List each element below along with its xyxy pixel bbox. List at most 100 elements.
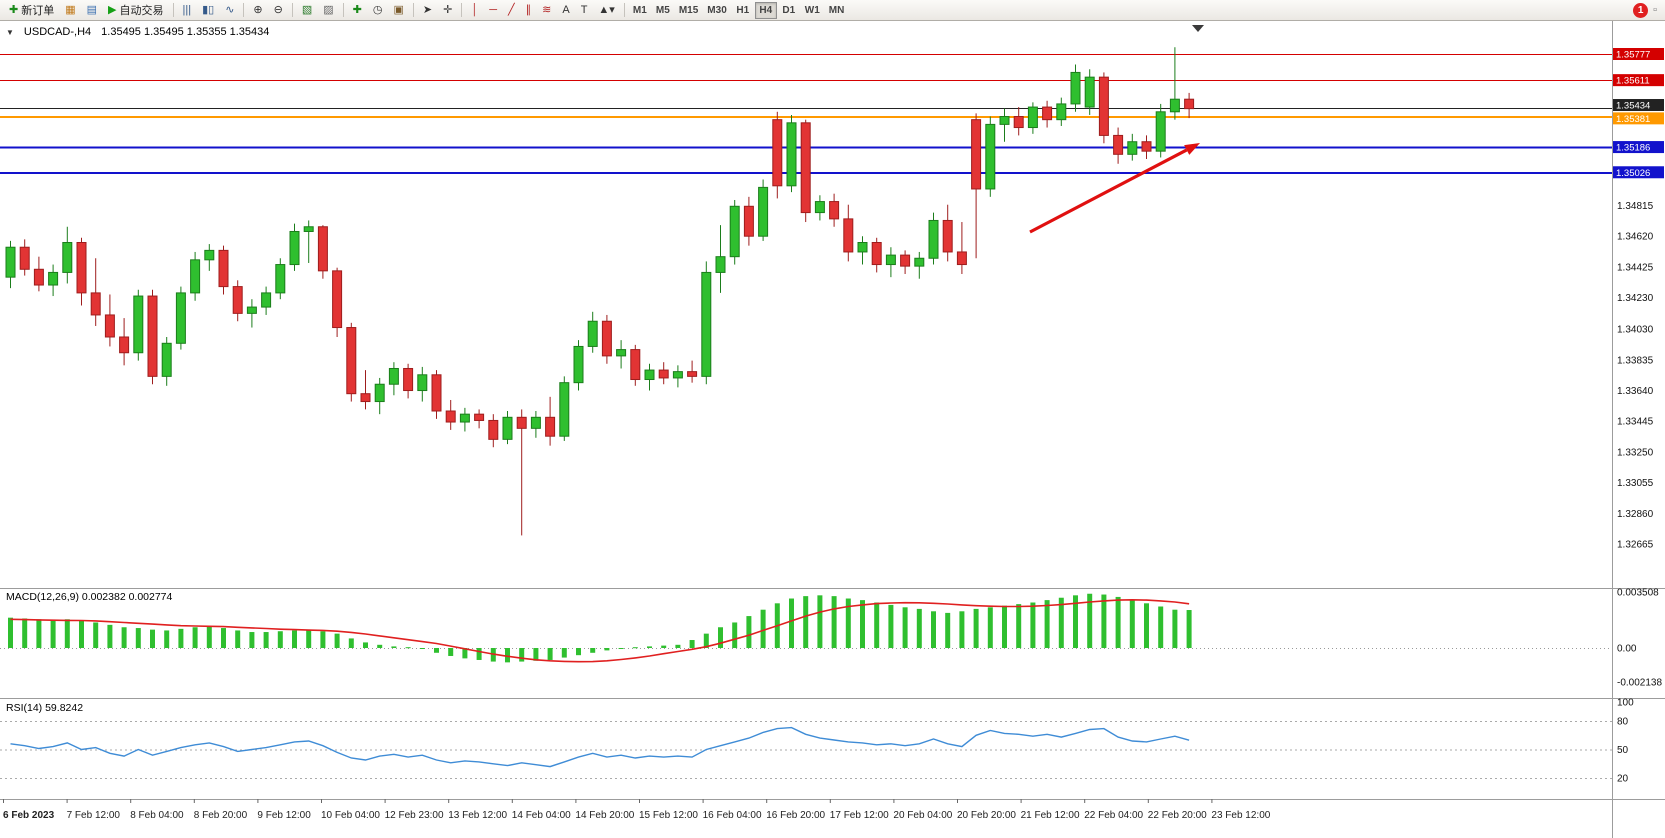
svg-text:1.34030: 1.34030: [1617, 325, 1654, 336]
trend-arrow-annotation[interactable]: [1029, 143, 1200, 234]
chart-title-bar: ▼ USDCAD-,H4 1.35495 1.35495 1.35355 1.3…: [6, 26, 269, 38]
svg-text:1.35186: 1.35186: [1616, 143, 1650, 154]
fibonacci-button[interactable]: ≋: [537, 2, 556, 19]
svg-text:17 Feb 12:00: 17 Feb 12:00: [830, 810, 889, 821]
indicators-button[interactable]: ✚: [348, 2, 367, 19]
toolbar-separator: [342, 3, 344, 17]
svg-text:1.33835: 1.33835: [1617, 355, 1654, 366]
trendline-button[interactable]: ╱: [503, 2, 520, 19]
svg-text:22 Feb 04:00: 22 Feb 04:00: [1084, 810, 1143, 821]
svg-text:50: 50: [1617, 745, 1629, 756]
svg-text:8 Feb 04:00: 8 Feb 04:00: [130, 810, 184, 821]
candlestick-series: [5, 47, 1195, 536]
chart-profiles-icon: ▨: [323, 3, 334, 16]
toolbar-separator: [412, 3, 414, 17]
notification-badge[interactable]: 1: [1633, 2, 1649, 18]
line-chart-icon: ∿: [225, 3, 235, 16]
svg-text:22 Feb 20:00: 22 Feb 20:00: [1148, 810, 1207, 821]
svg-text:1.33445: 1.33445: [1617, 417, 1654, 428]
autotrading-icon: ▶: [108, 3, 117, 16]
timeframe-mn-button[interactable]: MN: [825, 2, 849, 19]
arrows-dropdown-button[interactable]: ▲▾: [593, 2, 619, 19]
timeframe-h1-button[interactable]: H1: [732, 2, 754, 19]
timeframe-m1-button[interactable]: M1: [629, 2, 651, 19]
chart-symbol-period: USDCAD-,H4: [23, 26, 92, 38]
svg-text:0.003508: 0.003508: [1617, 588, 1659, 599]
svg-text:20 Feb 04:00: 20 Feb 04:00: [893, 810, 952, 821]
candlestick-chart-icon: ▮▯: [202, 3, 215, 16]
window-icon[interactable]: ▫: [1653, 4, 1657, 16]
svg-text:8 Feb 20:00: 8 Feb 20:00: [194, 810, 248, 821]
navigator-button[interactable]: ▤: [82, 2, 102, 19]
rsi-indicator-label: RSI(14) 59.8242: [6, 702, 84, 714]
svg-text:20: 20: [1617, 774, 1629, 785]
chart-area[interactable]: 1.34815 1.34620 1.34425 1.34230 1.34030 1.338…: [0, 21, 1665, 838]
zoom-in-button[interactable]: ⊕: [248, 2, 267, 19]
svg-text:1.35026: 1.35026: [1616, 168, 1650, 179]
autotrading-button[interactable]: ▶ 自动交易: [103, 2, 168, 19]
svg-text:1.34425: 1.34425: [1617, 262, 1654, 273]
line-chart-button[interactable]: ∿: [220, 2, 239, 19]
periods-button[interactable]: ◷: [368, 2, 388, 19]
svg-text:7 Feb 12:00: 7 Feb 12:00: [67, 810, 121, 821]
svg-text:0.00: 0.00: [1617, 644, 1637, 655]
timeframe-w1-button[interactable]: W1: [801, 2, 824, 19]
timeframe-m5-button[interactable]: M5: [652, 2, 674, 19]
fibonacci-icon: ≋: [542, 3, 552, 16]
toolbar-separator: [623, 3, 625, 17]
chart-profiles-button[interactable]: ▨: [318, 2, 338, 19]
svg-text:20 Feb 20:00: 20 Feb 20:00: [957, 810, 1016, 821]
timeframe-m15-button[interactable]: M15: [675, 2, 702, 19]
horizontal-line-button[interactable]: ─: [484, 2, 502, 19]
bar-chart-button[interactable]: |||: [178, 2, 197, 19]
new-order-button[interactable]: ✚ 新订单: [4, 2, 59, 19]
equidistant-channel-icon: ∥: [525, 3, 532, 16]
svg-text:21 Feb 12:00: 21 Feb 12:00: [1021, 810, 1080, 821]
bar-chart-icon: |||: [182, 3, 192, 16]
templates-button[interactable]: ▣: [388, 2, 408, 19]
equidistant-channel-button[interactable]: ∥: [521, 2, 537, 19]
text-label-icon: T: [580, 3, 588, 16]
toolbar-separator: [243, 3, 245, 17]
time-axis[interactable]: 6 Feb 2023 7 Feb 12:00 8 Feb 04:00 8 Feb 20…: [3, 799, 1271, 821]
svg-text:80: 80: [1617, 717, 1629, 728]
text-label-button[interactable]: T: [576, 2, 593, 19]
rsi-pane: [0, 721, 1612, 779]
svg-text:1.34620: 1.34620: [1617, 232, 1654, 243]
candlestick-chart-button[interactable]: ▮▯: [197, 2, 219, 19]
svg-text:1.34815: 1.34815: [1617, 201, 1654, 212]
market-watch-icon: ▦: [65, 3, 76, 16]
new-order-icon: ✚: [9, 3, 19, 16]
price-axis[interactable]: 1.34815 1.34620 1.34425 1.34230 1.34030 1.338…: [1613, 48, 1664, 785]
timeframe-m30-button[interactable]: M30: [703, 2, 730, 19]
trendline-icon: ╱: [508, 3, 515, 16]
timeframe-d1-button[interactable]: D1: [778, 2, 800, 19]
toolbar-separator: [291, 3, 293, 17]
svg-text:16 Feb 20:00: 16 Feb 20:00: [766, 810, 825, 821]
svg-text:1.35777: 1.35777: [1616, 50, 1650, 61]
svg-text:14 Feb 04:00: 14 Feb 04:00: [512, 810, 571, 821]
crosshair-button[interactable]: ✛: [438, 2, 457, 19]
cursor-button[interactable]: ➤: [418, 2, 437, 19]
zoom-out-button[interactable]: ⊖: [269, 2, 288, 19]
vertical-line-button[interactable]: │: [466, 2, 483, 19]
toolbar-separator: [461, 3, 463, 17]
templates-icon: ▣: [393, 3, 404, 16]
svg-text:16 Feb 04:00: 16 Feb 04:00: [703, 810, 762, 821]
navigator-icon: ▤: [86, 3, 98, 16]
chart-shift-icon[interactable]: [1192, 25, 1204, 32]
new-order-label: 新订单: [21, 5, 55, 17]
svg-text:1.35611: 1.35611: [1616, 76, 1650, 87]
timeframe-h4-button[interactable]: H4: [754, 1, 777, 19]
new-chart-button[interactable]: ▧: [297, 2, 317, 19]
chart-canvas[interactable]: 1.34815 1.34620 1.34425 1.34230 1.34030 1.338…: [0, 21, 1665, 838]
market-watch-button[interactable]: ▦: [60, 2, 80, 19]
chart-menu-icon[interactable]: ▼: [6, 27, 14, 37]
zoom-in-icon: ⊕: [253, 3, 263, 16]
text-button[interactable]: A: [557, 2, 574, 19]
macd-pane: [0, 593, 1612, 663]
text-icon: A: [562, 3, 570, 16]
svg-text:1.32860: 1.32860: [1617, 509, 1654, 520]
svg-text:10 Feb 04:00: 10 Feb 04:00: [321, 810, 380, 821]
